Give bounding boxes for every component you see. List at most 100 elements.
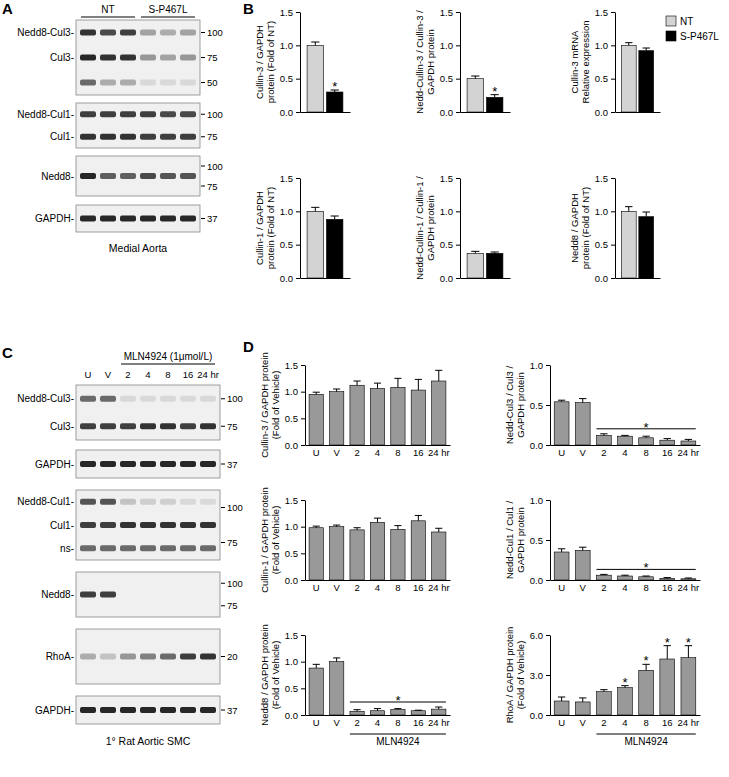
tick-label: 24 hr — [428, 582, 450, 593]
error-bar — [664, 439, 671, 441]
chart: 0.00.51.01.5Nedd8 / GAPDHprotein (Fold o… — [569, 173, 661, 284]
bar — [350, 385, 364, 445]
tick-label: 16 — [662, 717, 673, 728]
band — [180, 134, 196, 140]
y-axis: 0.00.51.01.5 — [595, 7, 616, 118]
error-bar-cap — [313, 392, 320, 393]
marker-tick — [201, 32, 205, 33]
axis-line — [616, 112, 661, 113]
tick-label: 0.0 — [595, 273, 608, 284]
tick-mark — [301, 715, 305, 716]
tick-mark — [611, 211, 615, 212]
band — [100, 111, 116, 117]
tick: V — [333, 717, 340, 728]
x-axis — [616, 112, 661, 113]
error-bar-stem — [357, 381, 358, 385]
error-bar-cap — [643, 212, 650, 213]
error-bar-cap — [374, 518, 381, 519]
chart: 0.00.51.0UV2481624 hrNedd-Cul3 / Cul3 /G… — [504, 360, 701, 458]
band-label: Cul1- — [50, 131, 74, 142]
error-bar — [394, 378, 401, 387]
band — [140, 499, 156, 505]
band — [100, 654, 116, 660]
group-line — [596, 734, 695, 735]
bar — [554, 552, 569, 580]
tick: 16 — [413, 717, 424, 728]
lane-label: 24 hr — [197, 369, 219, 380]
tick: 1.5 — [280, 7, 300, 18]
plot-area — [309, 658, 446, 715]
band — [160, 545, 176, 551]
tick-label: 2 — [354, 582, 359, 593]
bar — [681, 658, 696, 715]
error-bar — [313, 664, 320, 668]
band — [80, 522, 96, 528]
bar — [307, 45, 323, 112]
chart: 0.00.51.01.5UV2481624 hrNedd8 / GAPDH pr… — [259, 624, 451, 747]
plot-area — [467, 76, 503, 112]
error-bar-cap — [435, 528, 442, 529]
y-axis: 0.00.51.01.5 — [285, 495, 306, 586]
axis-title: Nedd-Cullin-3 / Cullin-3 /GAPDH protein — [414, 10, 436, 114]
tick: 0.0 — [530, 710, 550, 721]
group-line — [350, 734, 446, 735]
band — [120, 216, 136, 222]
y-axis: 0.00.51.01.5 — [280, 173, 301, 284]
marker-tick — [221, 464, 225, 465]
tick-label: 0.0 — [530, 710, 543, 721]
band — [140, 423, 156, 429]
marker-label: 75 — [207, 181, 218, 192]
error-bar-cap — [621, 435, 628, 436]
error-bar — [600, 690, 607, 692]
tick-mark — [546, 365, 550, 366]
tick-label: 4 — [622, 582, 627, 593]
error-bar — [313, 526, 320, 528]
marker-label: 75 — [227, 537, 238, 548]
tick-mark — [301, 662, 305, 663]
band — [80, 55, 96, 61]
tick: V — [333, 582, 340, 593]
band — [100, 499, 116, 505]
tick-label: 24 hr — [678, 447, 700, 458]
blot-strip — [76, 572, 220, 617]
bar — [391, 710, 405, 715]
annotation: * — [395, 693, 400, 708]
axis-line — [300, 13, 301, 113]
axis-title-line: (Fold of Vehicle) — [270, 506, 281, 575]
axis-title-line: GAPDH protein — [515, 507, 526, 572]
tick-mark — [296, 278, 300, 279]
bar — [467, 79, 483, 112]
annotation: * — [644, 420, 649, 435]
plot-area — [309, 370, 446, 445]
band — [120, 461, 136, 467]
x-axis: UV2481624 hr — [306, 446, 451, 458]
tick-mark — [301, 418, 305, 419]
x-axis — [461, 278, 511, 279]
tick: 1.0 — [595, 206, 615, 217]
band — [120, 707, 136, 713]
band-label: ns- — [60, 543, 74, 554]
band — [100, 216, 116, 222]
tick: 0.5 — [530, 535, 550, 546]
tick: 0.0 — [280, 107, 300, 118]
tick: 16 — [662, 447, 673, 458]
bar — [596, 575, 611, 580]
tick-label: 8 — [643, 717, 648, 728]
band — [200, 545, 216, 551]
axis-title-line: Nedd-Cullin-1 / Cullin-1 / — [414, 176, 425, 280]
bar — [621, 211, 636, 278]
axis-title: Cullin-3 mRNARelative expression — [569, 21, 591, 104]
tick: 2 — [601, 717, 606, 728]
tick: 2 — [354, 582, 359, 593]
plot-area — [307, 207, 343, 278]
tick: 8 — [643, 717, 648, 728]
bar — [596, 692, 611, 715]
tick: 1.0 — [530, 495, 550, 506]
bar — [660, 578, 675, 580]
marker-tick — [221, 398, 225, 399]
bar — [370, 711, 384, 715]
band — [160, 654, 176, 660]
error-bar-stem — [315, 207, 316, 211]
error-bar-cap — [374, 708, 381, 709]
band — [160, 592, 176, 598]
